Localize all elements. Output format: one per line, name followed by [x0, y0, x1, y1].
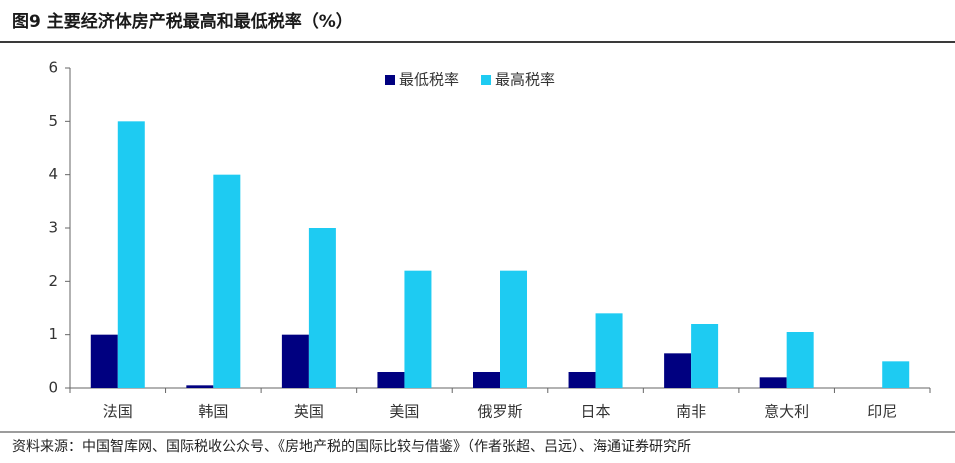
bar — [882, 361, 910, 388]
y-tick-label: 4 — [48, 165, 58, 183]
bar — [281, 334, 309, 388]
y-tick-label: 6 — [48, 59, 58, 77]
bar — [595, 313, 623, 388]
bar — [473, 372, 500, 388]
legend-label: 最高税率 — [495, 71, 555, 89]
bar — [664, 353, 692, 388]
bar — [759, 377, 787, 388]
x-tick-label: 印尼 — [867, 403, 897, 421]
y-tick-label: 5 — [48, 112, 58, 130]
x-tick-label: 俄罗斯 — [477, 403, 522, 421]
y-tick-label: 3 — [48, 219, 58, 237]
legend-swatch — [385, 75, 395, 85]
bar — [786, 332, 814, 388]
x-tick-label: 美国 — [389, 403, 419, 421]
x-tick-label: 南非 — [676, 403, 706, 421]
bar — [186, 385, 214, 388]
y-tick-label: 1 — [48, 325, 58, 343]
legend-label: 最低税率 — [399, 71, 459, 89]
bar — [90, 334, 118, 388]
chart-title: 图9 主要经济体房产税最高和最低税率（%） — [12, 11, 353, 32]
bar — [308, 228, 336, 388]
x-tick-label: 英国 — [294, 403, 324, 421]
legend-swatch — [481, 75, 492, 85]
y-tick-label: 0 — [48, 379, 58, 397]
bar — [500, 270, 527, 388]
source-note: 资料来源：中国智库网、国际税收公众号、《房地产税的国际比较与借鉴》（作者张超、吕… — [12, 439, 691, 455]
x-tick-label: 意大利 — [764, 403, 809, 421]
x-tick-label: 日本 — [581, 403, 611, 421]
bar — [377, 372, 405, 388]
bar — [117, 121, 145, 388]
bar — [213, 174, 241, 388]
bar — [691, 324, 719, 388]
bar — [404, 270, 432, 388]
y-tick-label: 2 — [48, 272, 58, 290]
x-tick-label: 法国 — [103, 403, 133, 421]
bar — [568, 372, 596, 388]
x-tick-label: 韩国 — [198, 403, 228, 421]
